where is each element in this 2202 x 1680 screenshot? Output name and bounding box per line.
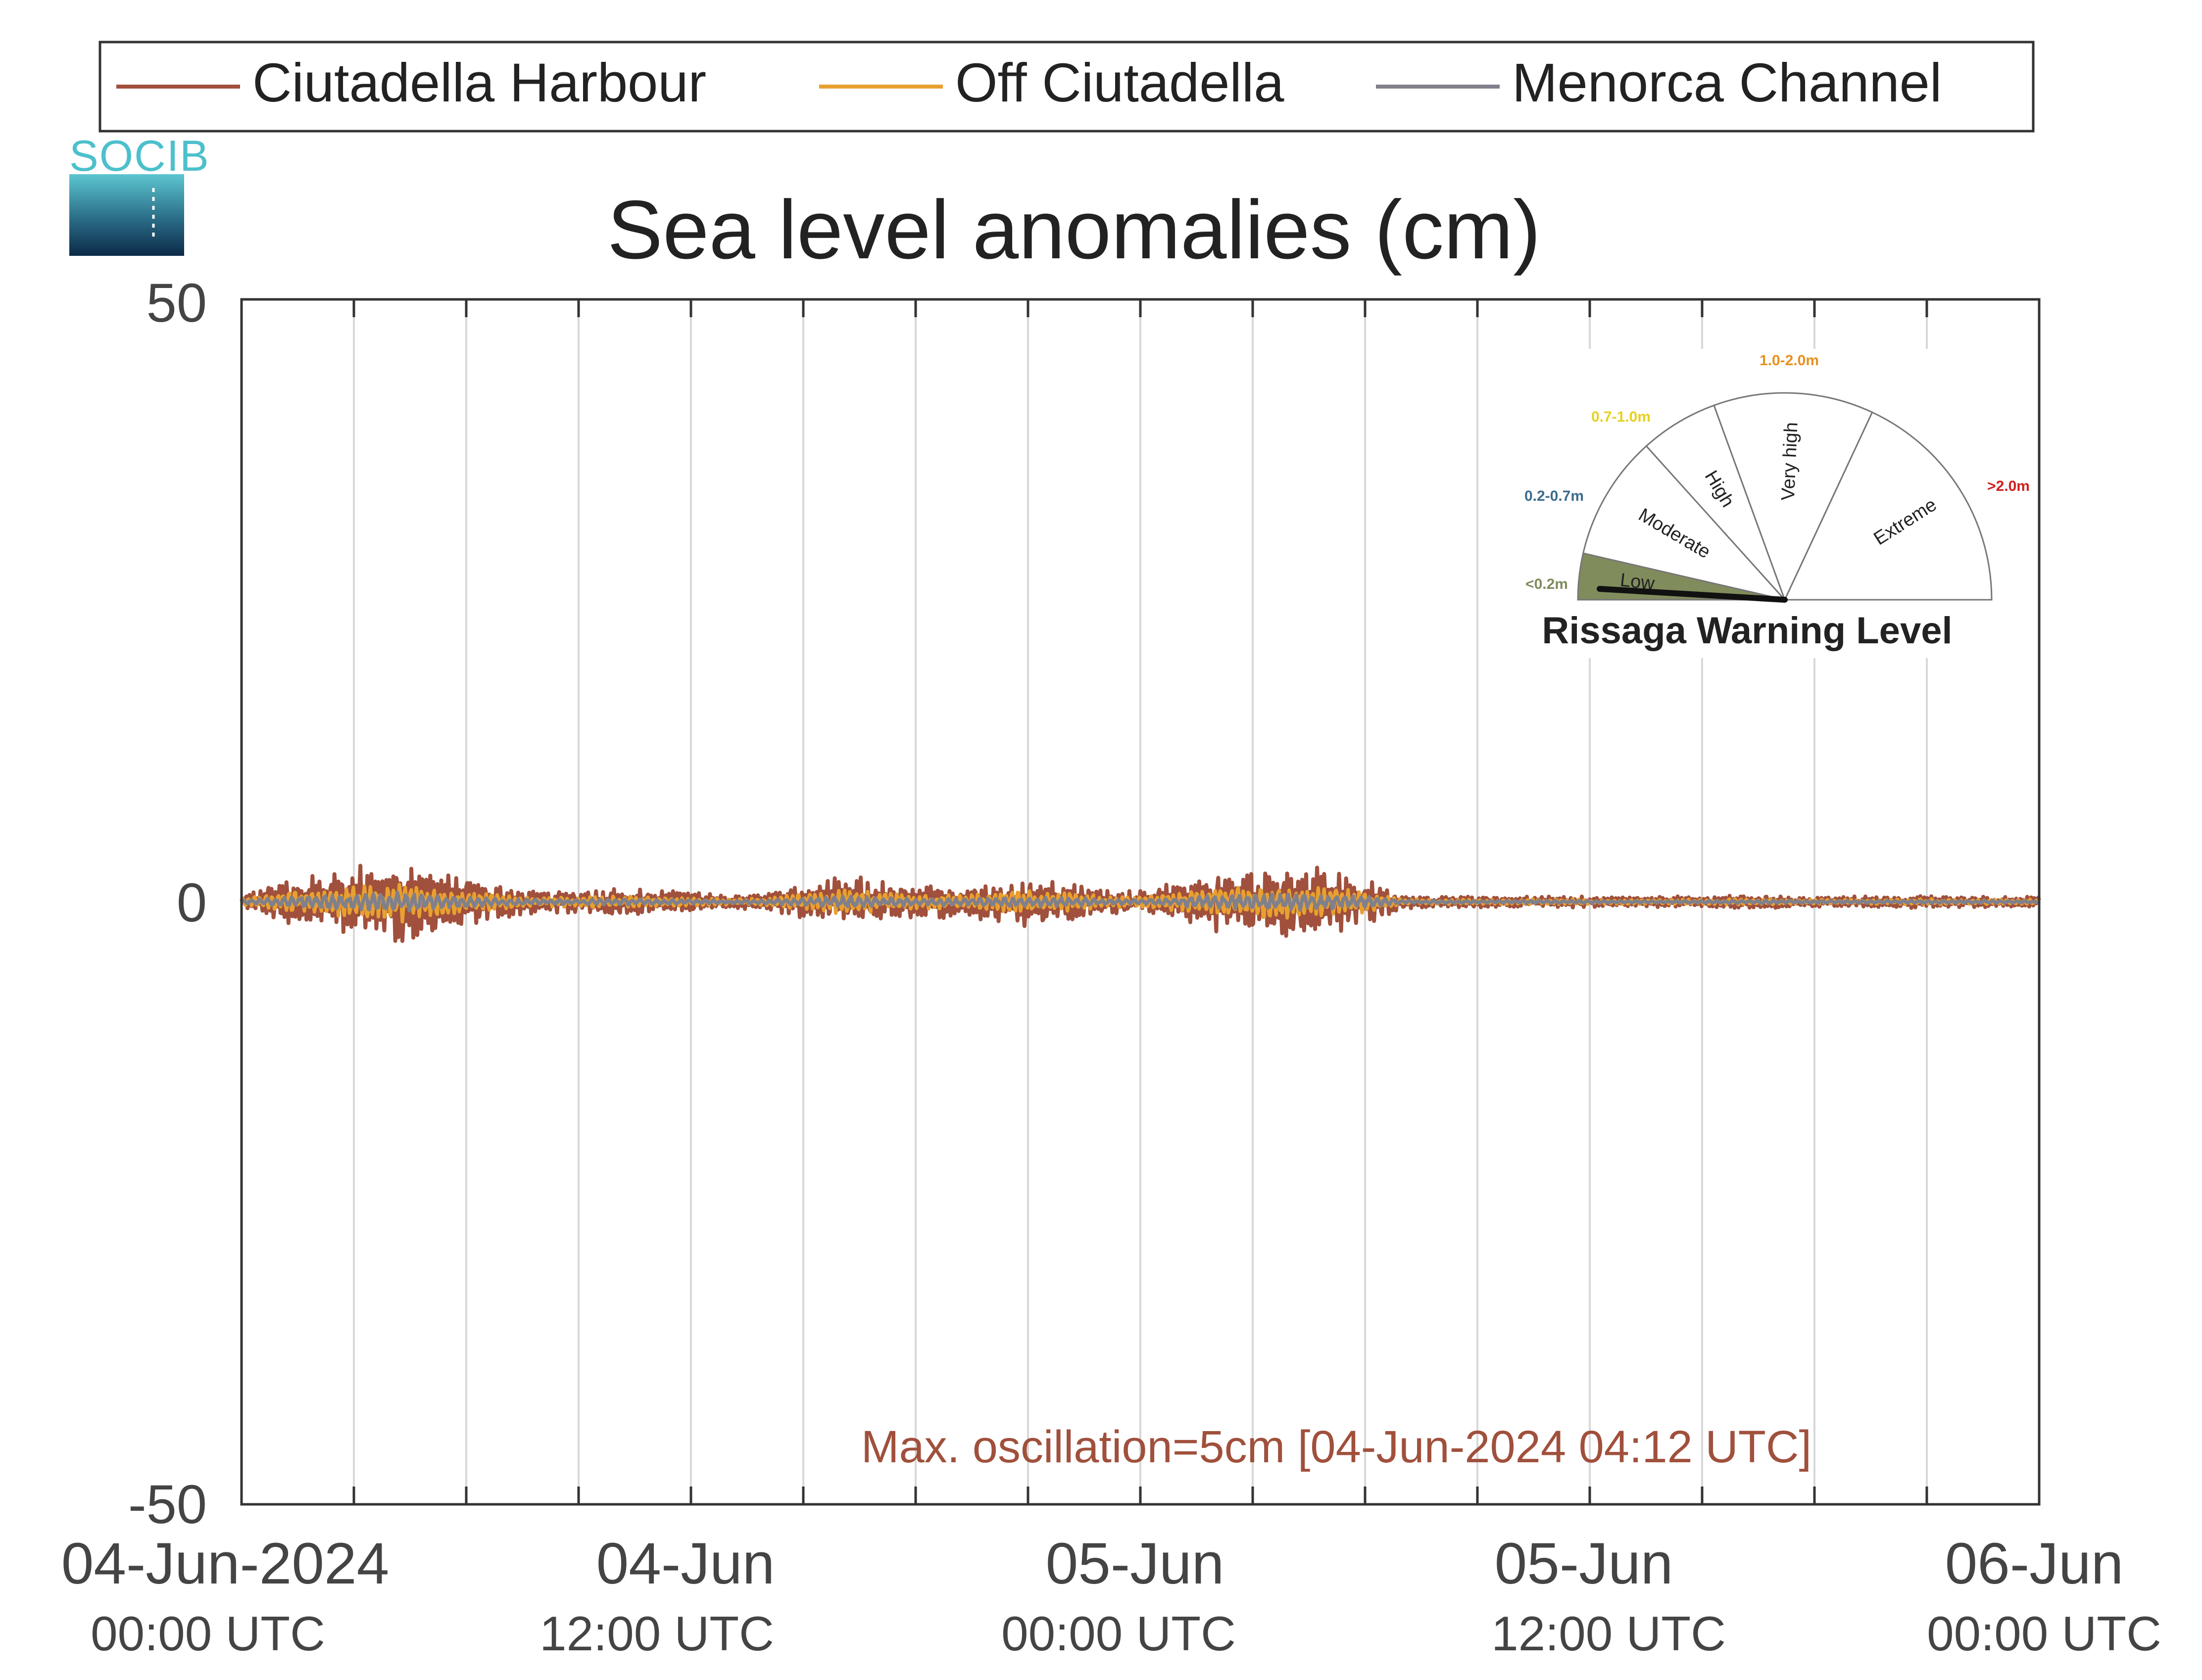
- y-axis: 50 0 -50: [128, 273, 207, 1535]
- legend: Ciutadella Harbour Off Ciutadella Menorc…: [98, 41, 2035, 133]
- series-layer: [240, 864, 2041, 943]
- max-oscillation-annotation: Max. oscillation=5cm [04-Jun-2024 04:12 …: [861, 1422, 1811, 1472]
- gauge-range-label-low: <0.2m: [1525, 576, 1568, 592]
- gauge-sector-moderate: [1582, 445, 1787, 601]
- legend-label-menorca-channel: Menorca Channel: [1512, 52, 1942, 113]
- x-tick-time-24: 00:00 UTC: [1001, 1606, 1236, 1661]
- socib-logo-text: SOCIB: [69, 131, 210, 180]
- x-tick-time-0: 00:00 UTC: [91, 1606, 325, 1661]
- x-tick-time-48: 00:00 UTC: [1927, 1606, 2161, 1661]
- gauge-title: Rissaga Warning Level: [1542, 610, 1952, 652]
- legend-entry-off-ciutadella: Off Ciutadella: [819, 52, 1284, 113]
- x-tick-date-12: 04-Jun: [596, 1531, 775, 1596]
- gauge-range-label-extreme: >2.0m: [1987, 478, 2030, 494]
- gauge-range-label-high: 0.7-1.0m: [1591, 409, 1651, 425]
- y-tick-label-50: 50: [147, 273, 207, 334]
- gauge-sector-high: [1645, 404, 1786, 601]
- chart-title: Sea level anomalies (cm): [607, 183, 1541, 276]
- x-tick-date-36: 05-Jun: [1495, 1531, 1673, 1596]
- plot-area: [240, 298, 2041, 1506]
- gauge-sector-very-high: [1713, 392, 1873, 602]
- gauge-range-label-very-high: 1.0-2.0m: [1760, 352, 1819, 369]
- rissaga-warning-gauge: <0.2m0.2-0.7m0.7-1.0m1.0-2.0m>2.0m LowMo…: [1505, 349, 2030, 658]
- socib-logo-block: [69, 174, 184, 256]
- socib-logo: SOCIB: [69, 131, 210, 256]
- x-tick-date-48: 06-Jun: [1945, 1531, 2124, 1596]
- gauge-needle: [1597, 586, 1788, 603]
- gauge-range-labels: <0.2m 0.2-0.7m 0.7-1.0m 1.0-2.0m >2.0m: [1524, 352, 2030, 592]
- x-tick-time-36: 12:00 UTC: [1491, 1606, 1726, 1661]
- gauge-level-label-very-high: Very high: [1778, 422, 1802, 501]
- x-tick-date-24: 05-Jun: [1046, 1531, 1224, 1596]
- gauge-range-label-moderate: 0.2-0.7m: [1524, 488, 1584, 504]
- legend-box: [98, 41, 2035, 133]
- legend-entry-ciutadella-harbour: Ciutadella Harbour: [116, 52, 706, 113]
- legend-entry-menorca-channel: Menorca Channel: [1376, 52, 1942, 113]
- x-tick-date-0: 04-Jun-2024: [61, 1531, 390, 1596]
- x-axis: 04-Jun-2024 00:00 UTC 04-Jun 12:00 UTC 0…: [61, 1531, 2161, 1661]
- legend-label-ciutadella-harbour: Ciutadella Harbour: [252, 52, 706, 113]
- x-tick-marks: [352, 299, 1928, 1504]
- y-tick-label-0: 0: [177, 872, 207, 933]
- series-line-menorca-channel: [241, 890, 2041, 912]
- gauge-sector-extreme: [1783, 411, 1993, 601]
- y-tick-label-minus-50: -50: [128, 1474, 207, 1535]
- x-tick-time-12: 12:00 UTC: [539, 1606, 774, 1661]
- legend-label-off-ciutadella: Off Ciutadella: [955, 52, 1284, 113]
